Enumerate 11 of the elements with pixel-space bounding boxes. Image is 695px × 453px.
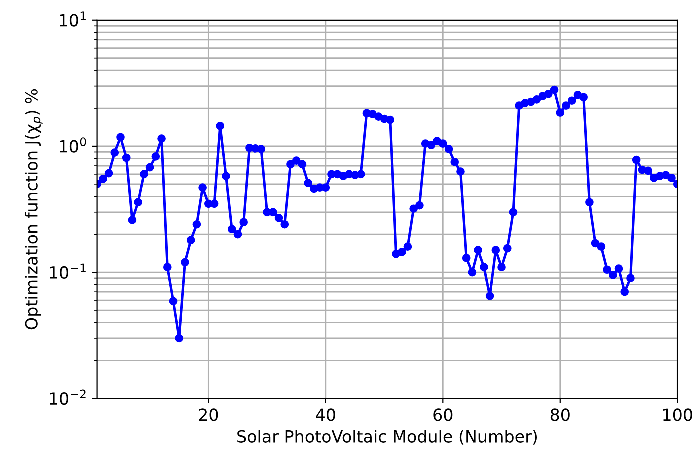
y-tick-label: 10$^{−1}$ [50,264,86,280]
x-tick-label: 20 [199,408,218,422]
x-tick-label: 100 [664,408,692,422]
x-tick-label: 60 [434,408,453,422]
y-tick-label: 10$^{1}$ [60,12,86,27]
y-tick-label: 10$^{−2}$ [50,390,86,406]
x-tick-label: 40 [316,408,336,422]
x-tick-label: 80 [550,408,570,422]
x-axis-title: Solar PhotoVoltaic Module (Number) [238,430,538,445]
y-axis-title: Optimization function J(χ$_{p}$) % [25,89,43,330]
y-tick-label: 10$^{0}$ [60,138,86,153]
